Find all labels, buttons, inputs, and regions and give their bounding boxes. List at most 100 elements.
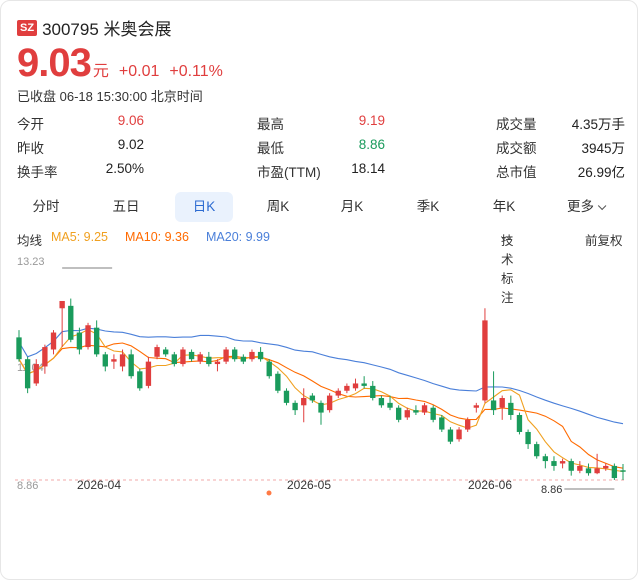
candle-body <box>223 349 229 362</box>
candle-body <box>93 327 100 355</box>
stat-value: 9.06 <box>117 113 144 128</box>
candle-body <box>102 354 108 367</box>
candle-body <box>206 356 212 365</box>
candle-body <box>240 356 247 362</box>
candle-body <box>378 398 385 406</box>
candle-body <box>335 390 341 396</box>
stat-value: 4.35万手 <box>571 117 625 132</box>
tab-yearly-k[interactable]: 年K <box>492 199 516 214</box>
stat-value: 3945万 <box>581 141 625 156</box>
tab-weekly-k[interactable]: 周K <box>266 199 290 214</box>
candle-body <box>145 361 152 386</box>
market-status: 已收盘 06-18 15:30:00 北京时间 <box>17 89 203 104</box>
ma10-value: MA10: 9.36 <box>125 230 189 244</box>
ma20-value: MA20: 9.99 <box>206 230 270 244</box>
event-dot <box>266 490 272 496</box>
stat-label: 最高 <box>257 117 284 132</box>
stat-label: 换手率 <box>17 165 58 180</box>
candle-body <box>283 390 290 403</box>
candle-body <box>413 410 419 413</box>
candle-body <box>352 383 359 389</box>
tab-intraday[interactable]: 分时 <box>32 199 60 214</box>
candle-body <box>473 405 479 408</box>
stat-label: 成交额 <box>496 141 537 156</box>
price-unit: 元 <box>92 63 109 80</box>
ma-label: 均线 <box>17 234 43 248</box>
candle-body <box>154 347 160 357</box>
candle-body <box>197 354 203 362</box>
candle-body <box>559 461 566 464</box>
candle-body <box>318 402 324 413</box>
candle-body <box>395 407 402 420</box>
stat-label: 总市值 <box>496 165 537 180</box>
stock-title[interactable]: 300795 米奥会展 <box>42 20 172 39</box>
candle-body <box>551 461 557 466</box>
stat-label: 成交量 <box>496 117 537 132</box>
technical-marks-label: 技术标注 <box>501 234 514 305</box>
candle-body <box>301 398 307 406</box>
tab-five-day[interactable]: 五日 <box>112 199 140 214</box>
tab-daily-k[interactable]: 日K <box>175 192 233 222</box>
candle-body <box>516 414 523 432</box>
x-axis-label: 2026-04 <box>77 478 121 492</box>
candle-body <box>421 405 428 413</box>
candle-body <box>361 383 367 386</box>
adjust-mode-button[interactable]: 前复权 <box>585 234 623 248</box>
candle-body <box>309 395 316 401</box>
stat-label: 昨收 <box>17 141 44 156</box>
candle-body <box>257 351 264 360</box>
candle-body <box>24 359 31 389</box>
candle-body <box>594 468 600 474</box>
candle-body <box>119 354 126 367</box>
current-price: 9.03 <box>17 41 92 85</box>
ma-legend: 均线 MA5: 9.25 MA10: 9.36 MA20: 9.99 〰技术标注… <box>17 230 625 305</box>
candle-body <box>542 456 549 462</box>
candle-body <box>137 371 143 389</box>
candle-body <box>620 470 626 472</box>
candle-body <box>585 468 592 474</box>
candle-body <box>447 429 454 442</box>
stats-grid: 今开 9.06 最高 9.19 成交量 4.35万手 昨收 9.02 最低 8.… <box>17 113 625 185</box>
stat-value: 26.99亿 <box>577 165 625 180</box>
candle-body <box>85 325 91 348</box>
candle-body <box>266 361 272 377</box>
candle-body <box>577 465 583 471</box>
candle-body <box>482 320 488 401</box>
ma5-value: MA5: 9.25 <box>51 230 108 244</box>
period-tabs: 分时 五日 日K 周K 月K 季K 年K 更多 <box>15 192 627 222</box>
candle-body <box>111 359 117 362</box>
candle-body <box>387 402 393 408</box>
candle-body <box>128 354 134 377</box>
stat-value: 9.19 <box>358 113 385 128</box>
candle-body <box>275 373 281 391</box>
candle-body <box>508 402 514 415</box>
candle-body <box>292 402 298 411</box>
candle-body <box>534 444 540 457</box>
stat-value: 9.02 <box>117 137 144 152</box>
candle-body <box>370 385 376 399</box>
stat-label: 今开 <box>17 117 44 132</box>
x-axis-label: 2026-05 <box>287 478 331 492</box>
candle-body <box>344 385 350 391</box>
price-change: +0.01 <box>118 63 160 80</box>
tab-quarterly-k[interactable]: 季K <box>416 199 440 214</box>
candle-body <box>59 300 65 309</box>
tab-monthly-k[interactable]: 月K <box>340 199 364 214</box>
candle-body <box>180 349 186 365</box>
candle-body <box>490 400 497 411</box>
candle-body <box>171 354 177 365</box>
candle-body <box>33 364 39 384</box>
candle-body <box>249 351 255 360</box>
stat-label: 市盈(TTM) <box>257 165 321 180</box>
tab-more[interactable]: 更多 <box>555 192 615 222</box>
candle-body <box>68 305 74 340</box>
candle-body <box>163 349 169 355</box>
candle-body <box>76 332 83 350</box>
candle-body <box>430 407 436 420</box>
stat-value: 18.14 <box>351 161 385 176</box>
exchange-badge: SZ <box>17 19 38 36</box>
price-change-percent: +0.11% <box>169 63 223 80</box>
header: SZ 300795 米奥会展 <box>17 15 172 40</box>
